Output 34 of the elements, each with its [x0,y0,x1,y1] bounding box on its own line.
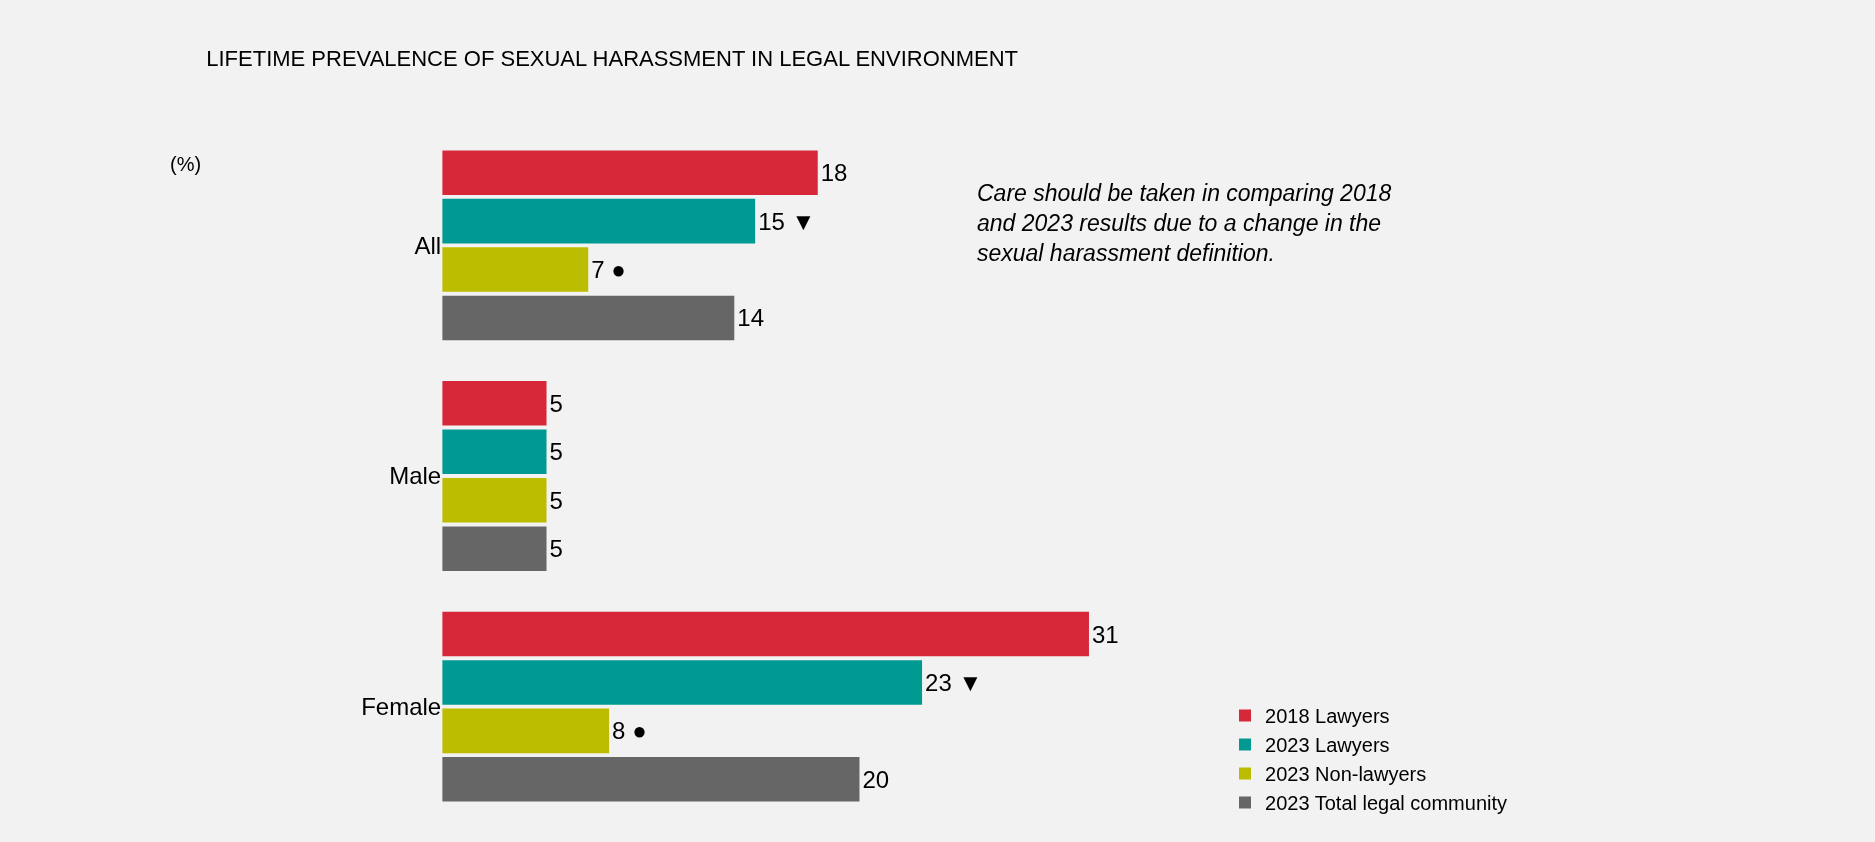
text: (%) [170,153,202,175]
annotation: Care should be taken in comparing 2018 and 2023 results due to a change in the sexual harassment definition. [977,180,1392,266]
bar [442,150,818,195]
data-label: 5 [549,535,563,563]
bar [442,477,547,523]
data-label: 8 ● [612,717,647,745]
data-label: 23 ▼ [925,668,983,696]
data-label: 15 ▼ [758,207,816,235]
legend-label: 2023 Non-lawyers [1265,763,1427,786]
bar [442,381,547,426]
bar [442,757,860,802]
bar [442,526,547,571]
bar [442,247,589,292]
legend-label: 2023 Lawyers [1265,734,1390,757]
legend-label: 2018 Lawyers [1265,705,1390,728]
bar [442,198,756,244]
y-tick-label: Male [389,462,442,490]
bar [442,660,923,705]
bar [442,611,1089,657]
y-tick-label: Female [361,693,442,721]
chart-title: LIFETIME PREVALENCE OF SEXUAL HARASSMENT IN LEGAL ENVIRONMENT [206,45,1018,71]
data-label: 7 ● [591,256,626,284]
data-label: 18 [820,159,848,187]
data-label: 5 [549,438,563,466]
bar [442,429,547,475]
bar [442,708,610,754]
data-label: 5 [549,486,563,514]
data-label: 14 [737,304,764,332]
data-label: 20 [862,765,890,793]
bar [442,295,735,341]
y-tick-label: All [414,231,442,259]
data-label: 5 [549,389,563,417]
legend-label: 2023 Total legal community [1265,792,1508,815]
data-label: 31 [1091,620,1119,648]
